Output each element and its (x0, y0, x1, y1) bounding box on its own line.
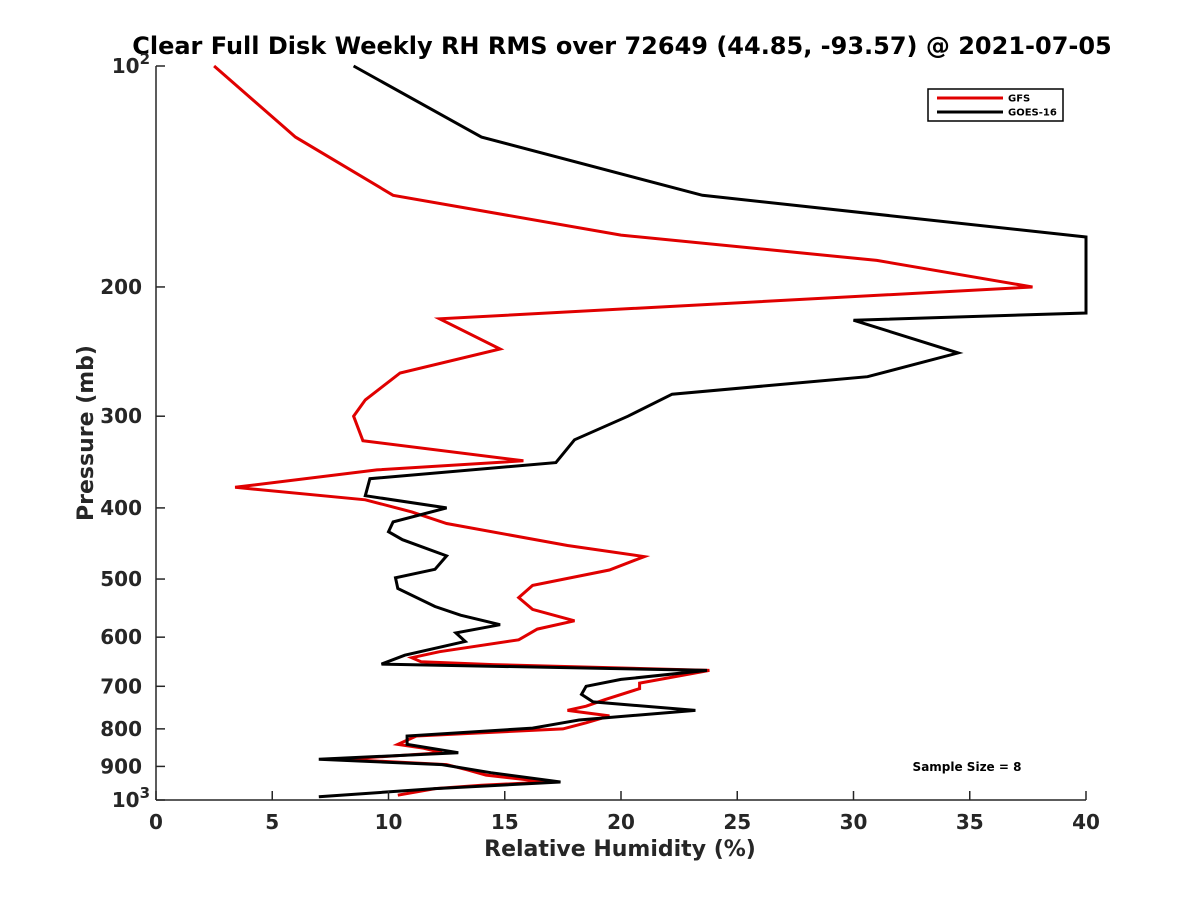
x-tick-label: 5 (265, 810, 279, 834)
chart-title: Clear Full Disk Weekly RH RMS over 72649… (132, 32, 1112, 60)
legend-label: GOES-16 (1008, 108, 1057, 119)
x-tick-label: 30 (840, 810, 868, 834)
legend-label: GFS (1008, 94, 1030, 105)
y-tick-label: 103 (112, 784, 150, 812)
y-tick-label: 800 (100, 717, 142, 741)
y-tick-label: 400 (100, 496, 142, 520)
x-tick-label: 0 (149, 810, 163, 834)
x-tick-label: 25 (723, 810, 751, 834)
series-line-goes-16 (318, 64, 1088, 799)
x-tick-label: 40 (1072, 810, 1100, 834)
y-tick-label: 102 (112, 50, 150, 78)
series-layer (213, 64, 1088, 799)
y-axis-ticks: 102 200 300 400 500 600 700 800 900 103 (100, 50, 165, 812)
x-tick-label: 20 (607, 810, 635, 834)
y-axis-label: Pressure (mb) (74, 345, 99, 521)
legend: GFS GOES-16 (927, 88, 1064, 122)
x-tick-label: 35 (956, 810, 984, 834)
y-tick-label: 200 (100, 275, 142, 299)
y-tick-label: 900 (100, 754, 142, 778)
y-tick-label: 600 (100, 625, 142, 649)
y-tick-label: 700 (100, 674, 142, 698)
x-tick-label: 15 (491, 810, 519, 834)
x-axis-label: Relative Humidity (%) (484, 837, 756, 862)
sample-size-annotation: Sample Size = 8 (913, 760, 1022, 774)
series-line-gfs (213, 64, 1033, 797)
legend-box (927, 88, 1064, 122)
y-tick-label: 500 (100, 567, 142, 591)
x-tick-label: 10 (375, 810, 403, 834)
y-tick-label: 300 (100, 404, 142, 428)
x-axis-ticks: 0 5 10 15 20 25 30 35 40 (149, 791, 1100, 834)
